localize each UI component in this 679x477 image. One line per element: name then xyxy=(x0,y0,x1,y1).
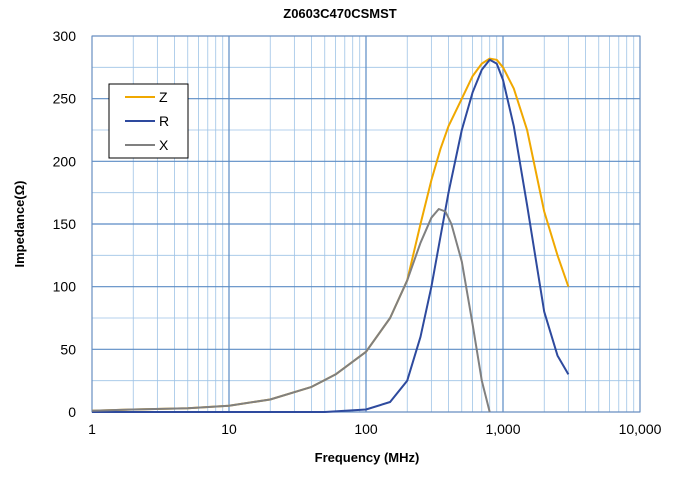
y-tick-labels: 0 50 100 150 200 250 300 xyxy=(53,28,77,420)
y-tick-label: 0 xyxy=(68,404,76,420)
series-line-x xyxy=(91,208,491,413)
x-tick-label: 100 xyxy=(354,421,378,437)
y-tick-label: 100 xyxy=(53,279,77,295)
y-tick-label: 50 xyxy=(60,341,76,357)
y-tick-label: 200 xyxy=(53,153,77,169)
x-tick-label: 10 xyxy=(221,421,237,437)
x-tick-labels: 1 10 100 1,000 10,000 xyxy=(88,421,662,437)
x-tick-label: 1 xyxy=(88,421,96,437)
y-tick-label: 250 xyxy=(53,91,77,107)
y-axis-title: Impedance(Ω) xyxy=(12,181,27,268)
y-tick-label: 300 xyxy=(53,28,77,44)
legend: ZRX xyxy=(108,83,189,159)
series-lines xyxy=(91,57,570,413)
plot-frame xyxy=(91,35,641,413)
x-tick-label: 10,000 xyxy=(619,421,662,437)
legend-label-z: Z xyxy=(159,89,168,105)
legend-label-r: R xyxy=(159,113,169,129)
y-tick-label: 150 xyxy=(53,216,77,232)
legend-label-x: X xyxy=(159,137,169,153)
x-axis-title: Frequency (MHz) xyxy=(315,450,420,465)
series-line-r xyxy=(92,58,570,413)
chart-title: Z0603C470CSMST xyxy=(283,6,396,21)
x-tick-label: 1,000 xyxy=(485,421,520,437)
